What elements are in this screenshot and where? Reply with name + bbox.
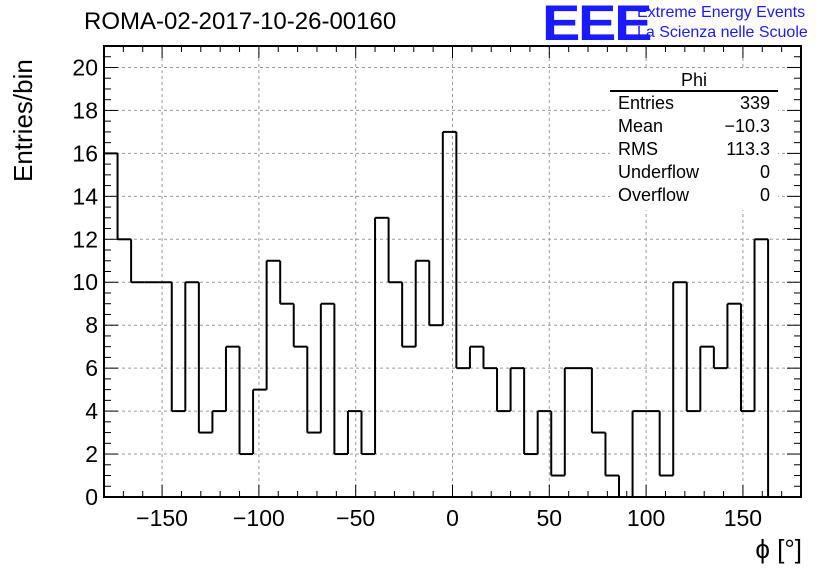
- stats-label: Entries: [618, 93, 675, 113]
- stats-value: 0: [759, 162, 770, 182]
- stats-label: Overflow: [618, 185, 690, 205]
- chart-title: ROMA-02-2017-10-26-00160: [84, 8, 397, 35]
- x-tick-label: 50: [537, 505, 563, 531]
- y-tick-label: 0: [85, 484, 98, 510]
- y-tick-label: 20: [72, 54, 98, 80]
- stats-label: RMS: [618, 139, 658, 159]
- stats-title: Phi: [680, 70, 707, 90]
- y-tick-label: 14: [72, 183, 98, 209]
- y-tick-label: 10: [72, 269, 98, 295]
- x-axis-label: ϕ [°]: [755, 534, 802, 564]
- y-tick-label: 16: [72, 140, 98, 166]
- logo-line-1: Extreme Energy Events: [637, 4, 806, 21]
- logo-line-2: La Scienza nelle Scuole: [637, 24, 808, 41]
- y-tick-label: 12: [72, 226, 98, 252]
- x-tick-label: 0: [446, 505, 459, 531]
- y-tick-label: 4: [85, 398, 98, 424]
- x-tick-label: −100: [233, 505, 285, 531]
- eee-logo: EEE: [542, 0, 652, 51]
- stats-row-overflow: Overflow 0: [618, 185, 770, 207]
- y-tick-label: 8: [85, 312, 98, 338]
- y-tick-label: 18: [72, 97, 98, 123]
- y-tick-label: 6: [85, 355, 98, 381]
- stats-row-mean: Mean −10.3: [618, 116, 770, 138]
- y-axis-label: Entries/bin: [8, 59, 38, 182]
- y-tick-label: 2: [85, 441, 98, 467]
- x-tick-label: −50: [336, 505, 375, 531]
- stats-row-entries: Entries 339: [618, 93, 770, 115]
- x-tick-label: 100: [627, 505, 665, 531]
- x-tick-label: 150: [724, 505, 762, 531]
- stats-row-underflow: Underflow 0: [618, 162, 770, 184]
- stats-value: 0: [759, 185, 770, 205]
- stats-value: −10.3: [724, 116, 770, 136]
- stats-label: Mean: [618, 116, 664, 136]
- x-tick-label: −150: [136, 505, 188, 531]
- stats-label: Underflow: [618, 162, 700, 182]
- stats-box: [610, 70, 778, 210]
- stats-value: 339: [739, 93, 770, 113]
- stats-row-rms: RMS 113.3: [618, 139, 770, 161]
- stats-value: 113.3: [726, 139, 770, 159]
